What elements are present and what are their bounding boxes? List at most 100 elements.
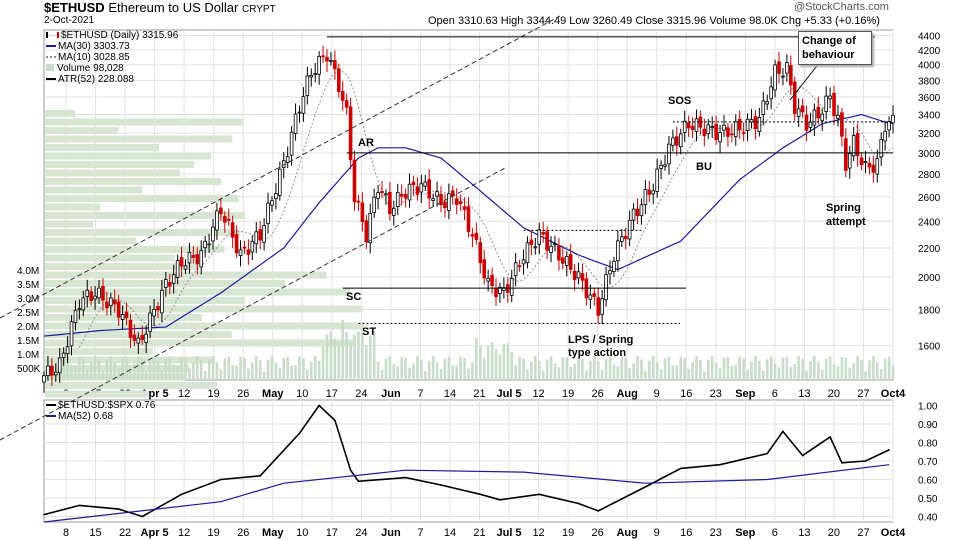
volume-bar — [372, 331, 376, 380]
candle-body — [380, 190, 384, 194]
candle-body — [675, 136, 679, 146]
candle-body — [46, 365, 50, 377]
volume-bar — [534, 356, 537, 380]
volume-bar — [365, 345, 368, 380]
volume-bar — [577, 356, 580, 380]
candle-body — [435, 191, 439, 197]
candle-body — [399, 193, 404, 197]
candle-body — [891, 114, 895, 124]
volume-bar — [384, 358, 388, 380]
candle-body — [348, 106, 353, 161]
volume-bar — [659, 369, 663, 380]
candle-body — [576, 271, 581, 279]
volume-bar — [667, 356, 671, 380]
candle-body — [549, 245, 553, 253]
candle-body — [270, 200, 274, 206]
volume-bar — [494, 348, 498, 380]
candle-body — [588, 294, 593, 300]
candle-body — [592, 293, 597, 297]
x-tick-label: 26 — [592, 388, 604, 400]
candle-body — [246, 249, 251, 255]
ratio-point — [404, 476, 407, 479]
x-tick-label: 20 — [828, 388, 840, 400]
volume-bar — [510, 352, 514, 380]
volume-bar — [718, 368, 722, 380]
ratio-ma-line — [43, 464, 890, 523]
candle-body — [702, 128, 707, 137]
candle-body — [568, 254, 573, 270]
candle-body — [207, 243, 211, 246]
volume-bar — [435, 362, 439, 380]
candle-body — [647, 189, 652, 195]
volume-bar — [746, 369, 749, 380]
candle-body — [325, 56, 329, 62]
label-lps-spring: LPS / Spring type action — [568, 334, 634, 359]
x-tick-label: Oct4 — [881, 527, 906, 539]
volume-bar — [844, 357, 848, 380]
volume-bar — [486, 345, 490, 380]
candle-body — [651, 190, 656, 195]
ratio-point — [117, 508, 120, 510]
volume-bar — [478, 346, 482, 380]
date-label: 2-Oct-2021 — [44, 15, 95, 26]
volume-bar — [663, 358, 667, 380]
volume-bar — [769, 356, 773, 380]
x-tick-label: 16 — [680, 527, 692, 539]
ratio-point — [259, 474, 261, 477]
volume-bar — [270, 356, 274, 380]
candle-body — [741, 131, 746, 134]
volume-bar — [274, 362, 278, 380]
label-sc: SC — [346, 291, 362, 303]
candle-body — [737, 118, 742, 130]
ma10-line — [78, 70, 894, 348]
ma30-swatch-icon — [46, 45, 56, 48]
candle-body — [486, 277, 490, 282]
volume-bar — [431, 356, 435, 380]
candle-body — [580, 273, 585, 281]
volume-bar — [412, 363, 415, 380]
candle-body — [855, 132, 860, 157]
x-tick-label: 24 — [355, 527, 367, 539]
volume-by-price-bar — [45, 348, 153, 355]
volume-bar — [117, 367, 120, 380]
candle-body — [635, 208, 640, 217]
candle-body — [144, 333, 148, 343]
candle-body — [541, 231, 545, 235]
volume-bar — [514, 364, 517, 380]
candle-body — [671, 137, 675, 146]
volume-bar — [368, 336, 372, 380]
candle-body — [301, 96, 306, 114]
volume-by-price-bar — [45, 186, 143, 194]
volume-bar — [121, 357, 124, 380]
x-tick-label: 10 — [296, 527, 308, 539]
candle-body — [612, 260, 616, 272]
candle-body — [667, 143, 671, 165]
callout-pointer — [789, 61, 821, 101]
x-tick-label: 17 — [326, 527, 338, 539]
x-tick-label: 15 — [89, 527, 101, 539]
candle-body — [211, 226, 215, 242]
volume-bar — [317, 360, 321, 380]
candle-body — [887, 121, 891, 131]
volume-bar — [416, 356, 419, 380]
candle-body — [454, 198, 459, 205]
candle-body — [360, 202, 365, 222]
volume-bar — [243, 358, 246, 380]
candle-body — [124, 311, 129, 319]
volume-bar — [129, 366, 132, 380]
candle-body — [250, 240, 255, 253]
volume-bar — [608, 356, 612, 380]
volume-bar — [624, 357, 628, 380]
volume-bar — [227, 356, 231, 380]
candle-body — [85, 289, 90, 297]
candle-body — [832, 92, 836, 117]
volume-bar — [125, 357, 128, 380]
candle-body — [604, 274, 608, 301]
candle-body — [403, 193, 408, 199]
candle-body — [572, 270, 577, 281]
volume-bar — [758, 360, 761, 380]
candle-body — [879, 139, 884, 158]
candle-body — [773, 64, 777, 91]
candle-body — [537, 229, 542, 245]
x-tick-label: 20 — [828, 527, 840, 539]
